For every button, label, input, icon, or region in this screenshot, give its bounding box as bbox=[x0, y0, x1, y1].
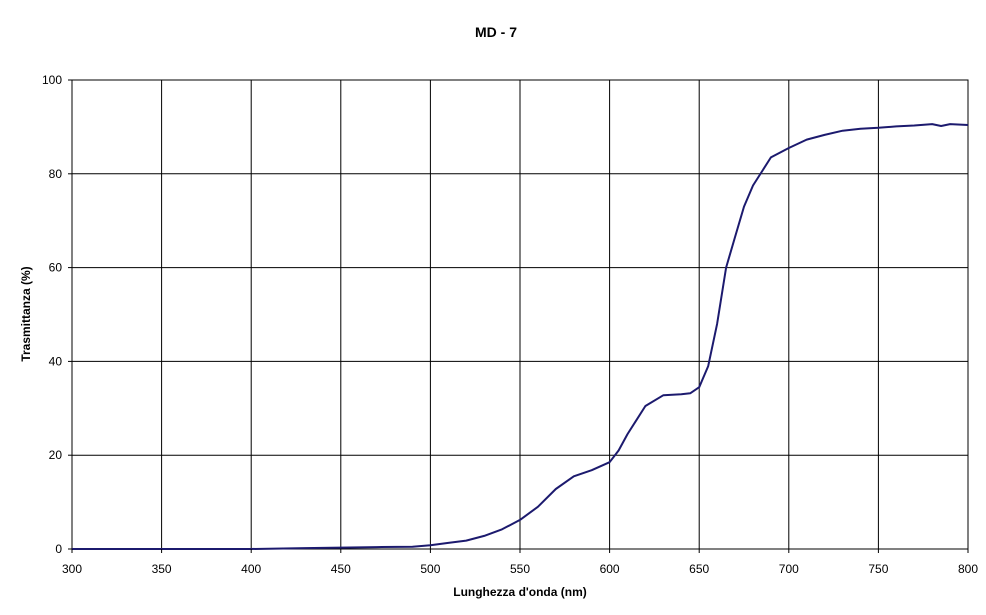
y-tick-label: 0 bbox=[55, 542, 62, 556]
x-tick-label: 300 bbox=[62, 562, 82, 576]
x-tick-label: 450 bbox=[331, 562, 351, 576]
x-tick-label: 700 bbox=[779, 562, 799, 576]
y-tick-label: 100 bbox=[42, 73, 62, 87]
x-axis-title: Lunghezza d'onda (nm) bbox=[453, 585, 587, 599]
x-tick-label: 600 bbox=[600, 562, 620, 576]
x-tick-label: 750 bbox=[868, 562, 888, 576]
y-axis-title: Trasmittanza (%) bbox=[19, 266, 33, 361]
x-tick-label: 550 bbox=[510, 562, 530, 576]
x-tick-label: 500 bbox=[420, 562, 440, 576]
x-axis-ticks: 300 350 400 450 500 550 600 650 700 750 800 bbox=[62, 549, 978, 576]
grid-lines bbox=[71, 79, 969, 550]
x-tick-label: 800 bbox=[958, 562, 978, 576]
y-tick-label: 20 bbox=[49, 448, 63, 462]
y-axis-ticks: 0 20 40 60 80 100 bbox=[42, 73, 72, 556]
x-tick-label: 650 bbox=[689, 562, 709, 576]
y-tick-label: 80 bbox=[49, 167, 63, 181]
x-tick-label: 400 bbox=[241, 562, 261, 576]
y-tick-label: 40 bbox=[49, 354, 63, 368]
y-tick-label: 60 bbox=[49, 261, 63, 275]
series-layer bbox=[72, 123, 969, 550]
series-line-transmittance bbox=[72, 123, 969, 550]
chart-title: MD - 7 bbox=[475, 24, 517, 40]
x-tick-label: 350 bbox=[152, 562, 172, 576]
